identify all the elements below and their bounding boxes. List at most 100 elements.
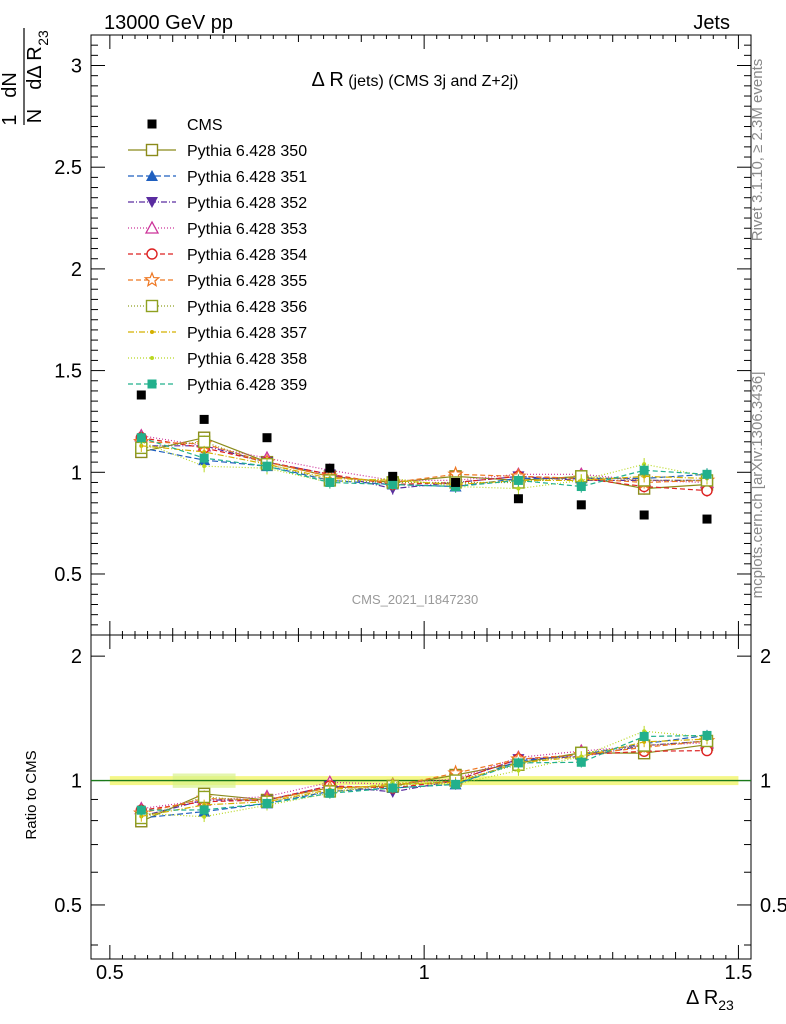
ratio-point — [513, 758, 523, 768]
legend-marker — [146, 197, 158, 208]
ratio-point — [639, 731, 649, 741]
x-tick-label: 0.5 — [96, 962, 124, 984]
legend-entry: Pythia 6.428 352 — [128, 195, 307, 212]
analysis-watermark: CMS_2021_I1847230 — [352, 592, 479, 607]
y-tick-label: 3 — [71, 56, 82, 78]
ratio-point — [202, 814, 207, 819]
legend-label: Pythia 6.428 357 — [187, 325, 307, 342]
legend-marker — [147, 379, 157, 389]
series-line — [141, 441, 708, 484]
series-ratio-line — [141, 738, 708, 817]
ratio-point — [579, 754, 584, 759]
axis-ticks: 0.5 1 1.5 0.5 1 1.5 2 2.5 3 0.5 0.5 1 1 2 2 — [54, 34, 786, 984]
series-point — [202, 464, 207, 469]
rivet-label: Rivet 3.1.10, ≥ 2.3M events — [749, 59, 766, 242]
series-point — [136, 433, 146, 443]
y-tick-label: 1 — [71, 462, 82, 484]
series-line — [141, 437, 708, 492]
legend-marker — [150, 330, 154, 334]
legend-marker — [143, 271, 161, 288]
series-point — [516, 486, 521, 491]
legend-label: Pythia 6.428 351 — [187, 169, 307, 186]
series-ratio-line — [141, 744, 708, 822]
ylabel-d: dΔ R — [24, 46, 46, 89]
ratio-point — [451, 779, 461, 789]
series-point — [262, 461, 272, 471]
series-ratio-line — [141, 740, 708, 814]
ylabel-sub: 23 — [35, 30, 51, 46]
process-label: Jets — [693, 12, 730, 34]
legend-entry: Pythia 6.428 357 — [128, 325, 307, 342]
legend-label: Pythia 6.428 352 — [187, 195, 307, 212]
series-line — [141, 441, 708, 490]
series-point — [325, 477, 335, 487]
data-point — [513, 494, 523, 504]
ylabel-frac-den: N — [24, 109, 46, 123]
ratio-y-tick-label: 0.5 — [54, 895, 82, 917]
legend-marker — [146, 170, 158, 181]
legend-marker — [144, 220, 160, 234]
legend-entry: Pythia 6.428 358 — [128, 351, 307, 368]
ratio-point — [390, 780, 395, 785]
legend-entry: Pythia 6.428 356 — [128, 299, 307, 316]
legend-marker — [147, 119, 157, 129]
ylabel-dN: dN — [0, 72, 21, 98]
ratio-ylabel: Ratio to CMS — [23, 750, 40, 839]
legend-label: CMS — [187, 117, 223, 134]
main-title: Δ R (jets) (CMS 3j and Z+2j) — [312, 69, 519, 91]
data-point — [262, 433, 272, 443]
legend-label: Pythia 6.428 353 — [187, 221, 307, 238]
ratio-y-tick-label-right: 1 — [760, 771, 771, 793]
legend-label: Pythia 6.428 355 — [187, 273, 307, 290]
legend-marker — [150, 356, 154, 360]
ratio-point — [199, 805, 209, 815]
series-line — [141, 445, 708, 486]
legend-label: Pythia 6.428 359 — [187, 377, 307, 394]
series-point — [639, 465, 649, 475]
legend-label: Pythia 6.428 356 — [187, 299, 307, 316]
series-point — [701, 484, 713, 497]
ratio-point — [262, 798, 272, 808]
data-point — [388, 471, 398, 481]
series-layer — [132, 390, 716, 828]
ylabel-frac-num: 1 — [0, 114, 21, 125]
x-tick-label: 1 — [419, 962, 430, 984]
energy-label: 13000 GeV pp — [104, 12, 233, 34]
legend-label: Pythia 6.428 358 — [187, 351, 307, 368]
data-point — [199, 414, 209, 424]
series-point — [199, 453, 209, 463]
ratio-y-tick-label: 1 — [71, 771, 82, 793]
series-cms-data — [136, 390, 712, 524]
series-ratio-line — [141, 734, 708, 811]
main-ylabel: 1 dN N dΔ R 23 — [0, 28, 51, 126]
legend-marker — [145, 143, 159, 157]
data-point — [136, 390, 146, 400]
legend-label: Pythia 6.428 350 — [187, 143, 307, 160]
series-line — [141, 437, 708, 488]
series-line — [141, 441, 707, 484]
ratio-point — [136, 805, 146, 815]
mcplots-label: mcplots.cern.ch [arXiv:1306.3436] — [749, 372, 766, 599]
data-point — [325, 463, 335, 473]
ratio-y-tick-label-right: 0.5 — [760, 895, 786, 917]
ratio-point — [702, 730, 712, 740]
legend-marker — [145, 299, 159, 313]
series-ratio-line — [141, 742, 708, 810]
x-tick-label: 1.5 — [725, 962, 753, 984]
ratio-point — [516, 768, 521, 773]
y-tick-label: 2 — [71, 259, 82, 281]
legend-entry: Pythia 6.428 354 — [128, 247, 307, 264]
ratio-y-tick-label: 2 — [71, 646, 82, 668]
legend-entry-cms: CMS — [147, 117, 223, 134]
series-line — [141, 447, 708, 488]
legend-label: Pythia 6.428 354 — [187, 247, 307, 264]
ratio-frame — [90, 634, 752, 960]
series-pythia-6-428-359 — [136, 431, 712, 816]
data-point — [639, 510, 649, 520]
y-tick-label: 0.5 — [54, 564, 82, 586]
series-point — [702, 469, 712, 479]
series-point — [576, 482, 586, 492]
data-point — [702, 514, 712, 524]
data-point — [576, 500, 586, 510]
